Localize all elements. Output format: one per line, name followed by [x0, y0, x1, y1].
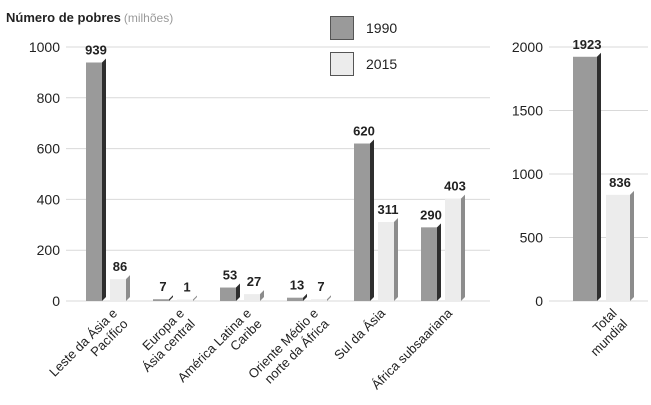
- data-label: 1923: [573, 37, 602, 52]
- x-tick-label: Sul da Ásia: [331, 305, 389, 363]
- bar-side-2015: [461, 194, 465, 301]
- bar-side-2015: [193, 295, 197, 301]
- chart-title: Número de pobres (milhões): [6, 10, 173, 25]
- bar-side-1990: [370, 139, 374, 301]
- bar-side-1990: [597, 52, 601, 302]
- bar-1990: [153, 299, 169, 301]
- data-label: 620: [353, 124, 375, 139]
- legend-item-1990: 1990: [330, 16, 426, 42]
- bar-2015: [177, 299, 193, 301]
- bar-2015: [606, 194, 630, 301]
- bar-2015: [445, 198, 461, 301]
- bar-1990: [354, 143, 370, 301]
- legend-label-2015: 2015: [366, 56, 398, 72]
- y-tick-label: 400: [37, 191, 61, 207]
- y-tick-label: 200: [37, 242, 61, 258]
- bar-side-1990: [437, 223, 441, 301]
- data-label: 311: [378, 202, 399, 217]
- legend-swatch-2015: [330, 52, 354, 76]
- y-tick-label: 1000: [29, 39, 60, 55]
- bar-1990: [220, 287, 236, 301]
- chart-legend: 1990 2015: [330, 12, 426, 84]
- data-label: 939: [85, 42, 107, 57]
- legend-swatch-1990: [330, 16, 354, 40]
- bar-2015: [244, 294, 260, 301]
- bar-1990: [421, 227, 437, 301]
- y-tick-label: 600: [37, 141, 61, 157]
- data-label: 86: [113, 259, 127, 274]
- bar-side-2015: [126, 275, 130, 301]
- data-label: 403: [444, 179, 466, 194]
- bar-1990: [287, 297, 303, 301]
- data-label: 836: [609, 175, 631, 190]
- bar-side-2015: [630, 190, 634, 301]
- y-tick-label: 0: [52, 293, 60, 309]
- x-tick-label: Oriente Médio enorte da África: [245, 305, 332, 392]
- data-label: 7: [317, 279, 324, 294]
- x-tick-label: Leste da Ásia ePacífico: [46, 306, 131, 391]
- y-tick-label: 1000: [512, 166, 543, 182]
- bar-side-1990: [236, 283, 240, 301]
- chart-title-text: Número de pobres: [6, 10, 121, 25]
- y-tick-label: 1500: [512, 103, 543, 119]
- x-tick-label-line: Sul da Ásia: [331, 305, 389, 363]
- bar-1990: [573, 56, 597, 302]
- bar-2015: [378, 222, 394, 301]
- bar-side-2015: [327, 295, 331, 301]
- y-tick-label: 500: [520, 230, 544, 246]
- data-label: 7: [159, 279, 166, 294]
- bar-side-1990: [102, 58, 106, 301]
- bar-2015: [311, 299, 327, 301]
- legend-item-2015: 2015: [330, 52, 426, 78]
- data-label: 13: [290, 278, 304, 293]
- bar-2015: [110, 279, 126, 301]
- data-label: 53: [223, 268, 237, 283]
- bar-side-1990: [169, 295, 173, 301]
- bar-side-1990: [303, 293, 307, 301]
- data-label: 27: [247, 274, 261, 289]
- bar-side-2015: [394, 218, 398, 301]
- bar-1990: [86, 62, 102, 301]
- data-label: 1: [183, 280, 190, 295]
- bar-side-2015: [260, 290, 264, 301]
- y-tick-label: 2000: [512, 39, 543, 55]
- y-tick-label: 800: [37, 90, 61, 106]
- chart-title-unit: (milhões): [123, 11, 174, 25]
- x-tick-label: Totalmundial: [577, 305, 630, 358]
- legend-label-1990: 1990: [366, 20, 398, 36]
- data-label: 290: [420, 207, 442, 222]
- y-tick-label: 0: [535, 293, 543, 309]
